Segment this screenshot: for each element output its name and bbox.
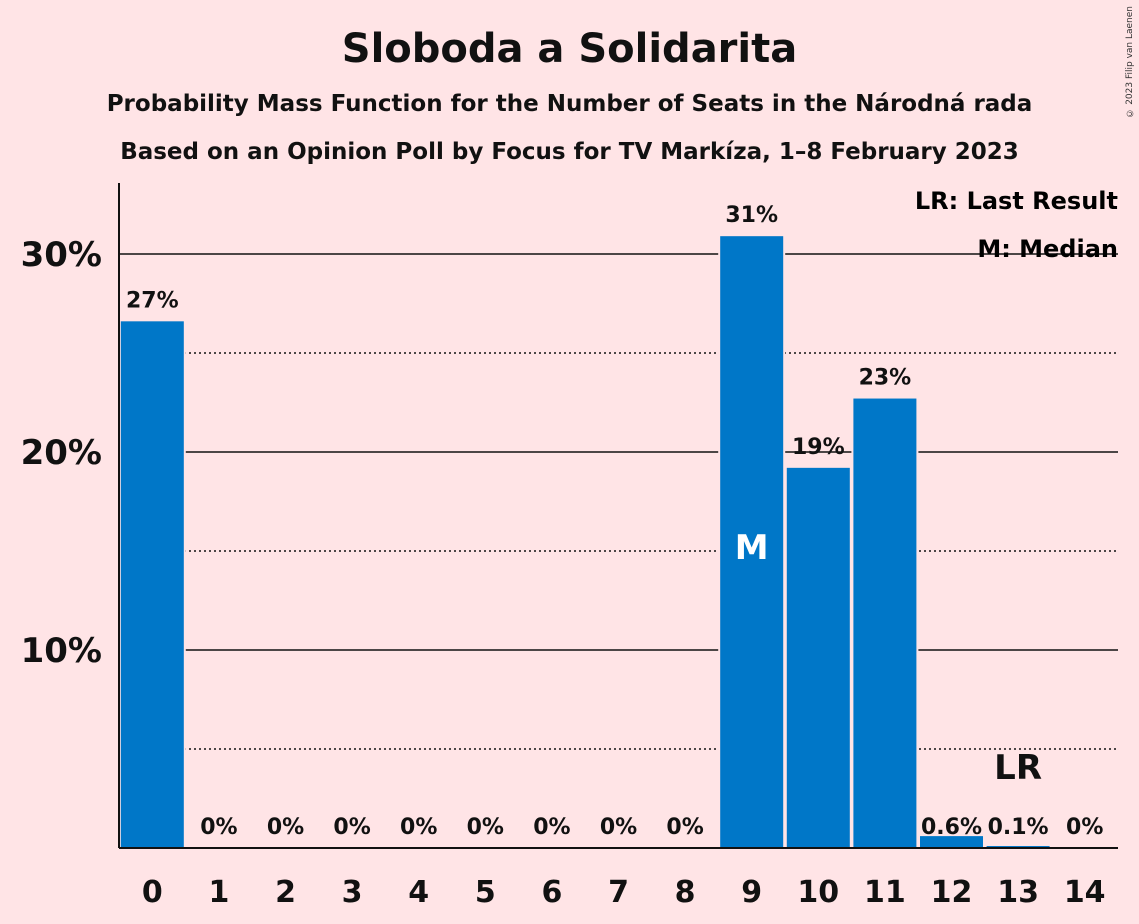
axes: 10% 20% 30% xyxy=(21,183,1118,849)
x-tick-label: 7 xyxy=(608,875,629,910)
x-tick-label: 12 xyxy=(931,875,973,910)
chart-subtitle: Probability Mass Function for the Number… xyxy=(106,91,1033,117)
data-label: 0% xyxy=(600,815,637,840)
bar-halo xyxy=(984,844,1052,848)
data-label: 19% xyxy=(792,435,845,460)
x-tick-label: 9 xyxy=(741,875,762,910)
bars xyxy=(118,234,1052,848)
x-tick-label: 4 xyxy=(408,875,429,910)
legend-median: M: Median xyxy=(977,235,1118,263)
data-label: 0% xyxy=(467,815,504,840)
y-tick-label: 10% xyxy=(21,631,102,671)
bar-seat-0 xyxy=(120,321,184,848)
legend-last-result: LR: Last Result xyxy=(915,187,1118,215)
x-tick-label: 3 xyxy=(342,875,363,910)
data-label: 0% xyxy=(400,815,437,840)
bar-seat-9 xyxy=(720,236,784,848)
x-tick-label: 14 xyxy=(1064,875,1106,910)
data-label: 0% xyxy=(333,815,370,840)
labels: 27% 0 0% 1 0% 2 0% 3 0% 4 0% 5 0% 6 0% 7 0% 8 31% 9 19% 10 23%… xyxy=(126,203,1106,910)
bar-seat-12 xyxy=(920,836,983,848)
x-tick-label: 13 xyxy=(997,875,1039,910)
x-tick-label: 6 xyxy=(541,875,562,910)
x-tick-label: 2 xyxy=(275,875,296,910)
x-tick-label: 1 xyxy=(208,875,229,910)
last-result-marker: LR xyxy=(994,748,1042,788)
x-tick-label: 11 xyxy=(864,875,906,910)
bar-seat-10 xyxy=(786,467,850,848)
gridlines xyxy=(119,253,1118,750)
data-label: 0% xyxy=(533,815,570,840)
data-label: 0% xyxy=(267,815,304,840)
data-label: 23% xyxy=(859,366,912,391)
x-tick-label: 5 xyxy=(475,875,496,910)
chart-title: Sloboda a Solidarita xyxy=(341,26,798,72)
x-tick-label: 0 xyxy=(142,875,163,910)
data-label: 27% xyxy=(126,288,179,313)
bar-seat-11 xyxy=(853,398,917,848)
x-tick-label: 10 xyxy=(797,875,839,910)
data-label: 0.6% xyxy=(921,815,982,840)
y-tick-label: 30% xyxy=(21,235,102,275)
median-marker: M xyxy=(735,528,769,568)
data-label: 31% xyxy=(725,203,778,228)
data-label: 0% xyxy=(200,815,237,840)
data-label: 0.1% xyxy=(988,815,1049,840)
data-label: 0% xyxy=(666,815,703,840)
x-tick-label: 8 xyxy=(675,875,696,910)
y-tick-label: 20% xyxy=(21,433,102,473)
data-label: 0% xyxy=(1066,815,1103,840)
chart-source-line: Based on an Opinion Poll by Focus for TV… xyxy=(120,139,1019,165)
